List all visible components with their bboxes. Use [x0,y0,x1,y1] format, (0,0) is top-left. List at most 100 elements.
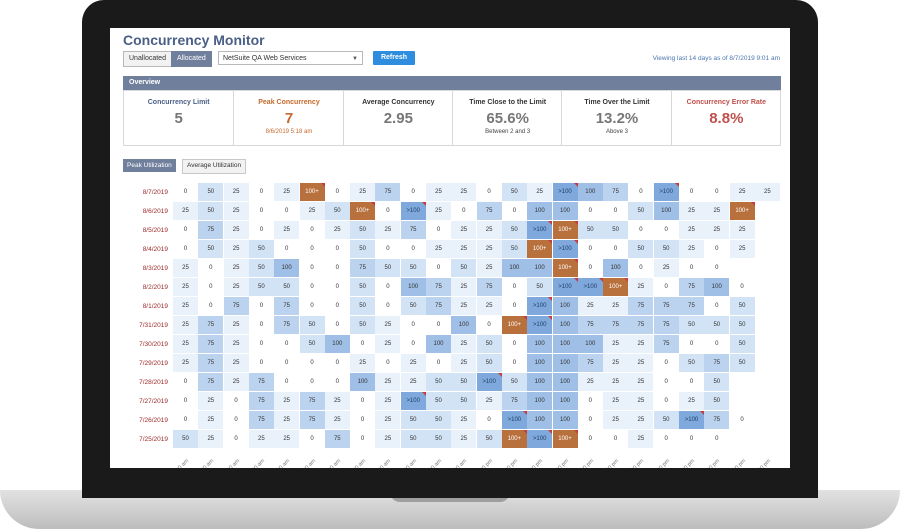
heatmap-cell[interactable] [754,202,780,220]
heatmap-cell[interactable]: 0 [577,240,603,258]
heatmap-cell[interactable]: >100 [527,297,553,315]
heatmap-cell[interactable]: 100 [552,297,578,315]
heatmap-cell[interactable]: 25 [577,373,603,391]
heatmap-cell[interactable]: 100 [552,411,578,429]
heatmap-cell[interactable]: 50 [653,240,679,258]
heatmap-cell[interactable]: 0 [400,183,426,201]
heatmap-cell[interactable]: 50 [603,221,629,239]
heatmap-cell[interactable]: 0 [248,221,274,239]
heatmap-cell[interactable]: 100 [552,373,578,391]
heatmap-cell[interactable]: 50 [704,373,730,391]
tab-average-utilization[interactable]: Average Utilization [182,159,247,174]
heatmap-cell[interactable]: 25 [653,259,679,277]
heatmap-cell[interactable]: 0 [704,183,730,201]
heatmap-cell[interactable]: 50 [653,411,679,429]
heatmap-cell[interactable]: 25 [299,202,325,220]
heatmap-cell[interactable]: 0 [628,221,654,239]
heatmap-cell[interactable]: 25 [223,183,249,201]
heatmap-cell[interactable]: 0 [628,183,654,201]
heatmap-cell[interactable]: 75 [223,297,249,315]
heatmap-cell[interactable]: 0 [350,392,376,410]
heatmap-cell[interactable]: 50 [501,183,527,201]
heatmap-cell[interactable]: 25 [628,411,654,429]
heatmap-cell[interactable]: 50 [350,297,376,315]
heatmap-cell[interactable]: 0 [173,373,198,391]
heatmap-cell[interactable]: 0 [501,202,527,220]
heatmap-cell[interactable] [754,373,780,391]
heatmap-cell[interactable]: 75 [274,297,300,315]
heatmap-cell[interactable]: 25 [350,354,376,372]
heatmap-cell[interactable]: 0 [679,430,704,448]
heatmap-cell[interactable]: 0 [679,373,704,391]
heatmap-cell[interactable]: 50 [324,202,350,220]
heatmap-cell[interactable]: 25 [603,354,629,372]
heatmap-cell[interactable]: 0 [476,183,502,201]
heatmap-cell[interactable]: 50 [248,240,274,258]
heatmap-cell[interactable]: 100 [552,392,578,410]
heatmap-cell[interactable]: 0 [375,240,401,258]
heatmap-cell[interactable]: 25 [375,335,401,353]
heatmap-cell[interactable]: 25 [324,392,350,410]
heatmap-cell[interactable]: 25 [274,392,300,410]
heatmap-cell[interactable]: 100 [527,335,553,353]
heatmap-cell[interactable]: 0 [653,354,679,372]
heatmap-cell[interactable]: 0 [274,373,300,391]
heatmap-cell[interactable]: >100 [527,221,553,239]
heatmap-cell[interactable]: 25 [274,183,300,201]
heatmap-cell[interactable]: 0 [173,392,198,410]
heatmap-cell[interactable] [754,240,780,258]
heatmap-cell[interactable]: 25 [400,354,426,372]
heatmap-cell[interactable]: 75 [299,392,325,410]
heatmap-cell[interactable]: 0 [679,183,704,201]
heatmap-cell[interactable]: 0 [223,411,249,429]
heatmap-cell[interactable]: 50 [501,373,527,391]
heatmap-cell[interactable] [754,278,780,296]
heatmap-cell[interactable]: 100 [603,259,629,277]
heatmap-cell[interactable]: 75 [679,278,704,296]
heatmap-cell[interactable]: 25 [451,354,477,372]
heatmap-cell[interactable]: 75 [426,278,451,296]
heatmap-cell[interactable]: 100 [350,373,376,391]
heatmap-cell[interactable]: 0 [577,202,603,220]
heatmap-cell[interactable]: 25 [679,240,704,258]
heatmap-cell[interactable]: 100 [451,316,477,334]
heatmap-cell[interactable]: 75 [577,354,603,372]
heatmap-cell[interactable]: 0 [299,259,325,277]
heatmap-cell[interactable]: 100+ [552,221,578,239]
heatmap-cell[interactable]: 50 [350,240,376,258]
heatmap-cell[interactable]: 25 [628,373,654,391]
heatmap-cell[interactable]: 75 [501,392,527,410]
heatmap-cell[interactable]: 0 [299,278,325,296]
heatmap-cell[interactable]: 0 [324,278,350,296]
heatmap-cell[interactable]: 0 [400,240,426,258]
heatmap-cell[interactable]: 0 [653,392,679,410]
heatmap-cell[interactable]: 25 [400,373,426,391]
heatmap-cell[interactable] [754,335,780,353]
heatmap-cell[interactable]: 50 [350,278,376,296]
heatmap-cell[interactable] [754,392,780,410]
heatmap-cell[interactable]: 75 [248,373,274,391]
heatmap-cell[interactable]: >100 [679,411,704,429]
heatmap-cell[interactable]: 50 [248,278,274,296]
heatmap-cell[interactable]: 0 [350,335,376,353]
heatmap-cell[interactable]: >100 [400,392,426,410]
heatmap-cell[interactable]: 25 [451,278,477,296]
heatmap-cell[interactable]: 100 [552,354,578,372]
heatmap-cell[interactable]: 25 [476,259,502,277]
heatmap-cell[interactable]: >100 [577,278,603,296]
heatmap-cell[interactable]: 75 [577,316,603,334]
heatmap-cell[interactable]: 25 [375,392,401,410]
heatmap-cell[interactable]: 100+ [501,430,527,448]
heatmap-cell[interactable]: 50 [476,430,502,448]
heatmap-cell[interactable]: >100 [653,183,679,201]
heatmap-cell[interactable]: 0 [248,183,274,201]
unallocated-toggle[interactable]: Unallocated [123,51,172,67]
heatmap-cell[interactable]: 50 [451,373,477,391]
heatmap-cell[interactable]: 75 [198,221,224,239]
heatmap-cell[interactable]: 50 [729,316,755,334]
heatmap-cell[interactable]: 0 [299,240,325,258]
heatmap-cell[interactable]: 25 [451,335,477,353]
heatmap-cell[interactable]: 0 [577,392,603,410]
heatmap-cell[interactable]: 25 [223,240,249,258]
heatmap-cell[interactable]: 0 [173,411,198,429]
